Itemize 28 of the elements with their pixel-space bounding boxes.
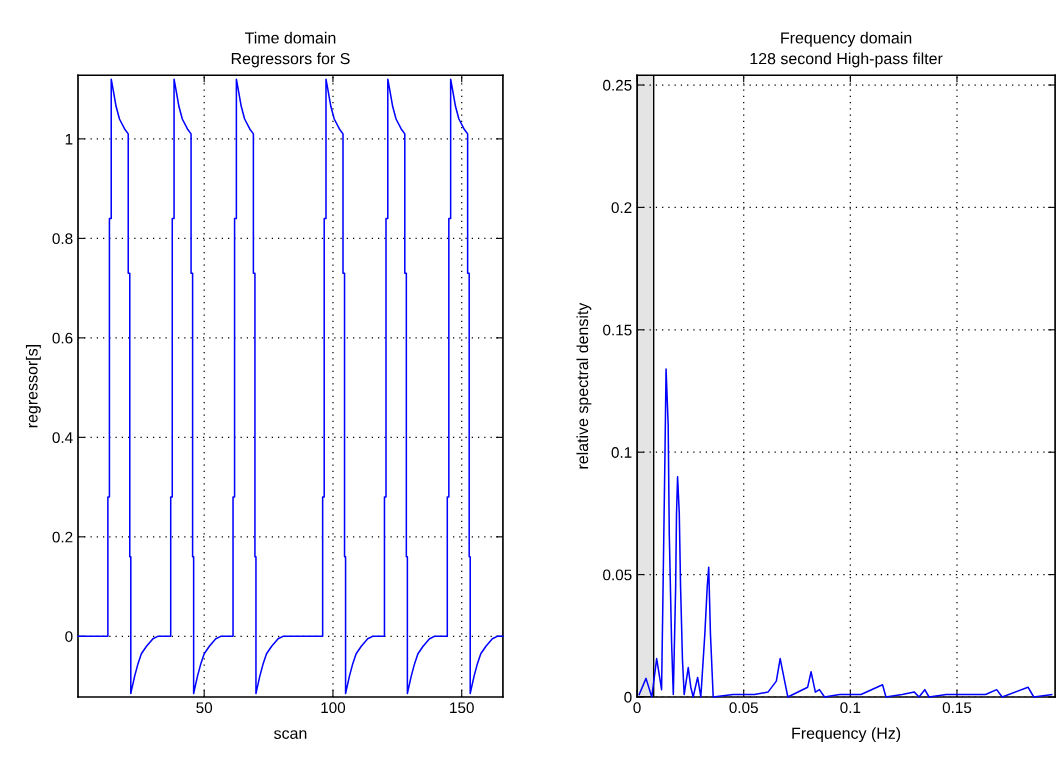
y-axis-title: relative spectral density [576, 302, 592, 469]
y-tick-label: 0.25 [603, 79, 632, 91]
y-tick-label: 0.4 [52, 432, 73, 444]
y-tick-label: 0.2 [611, 202, 632, 214]
x-axis-title: scan [274, 730, 307, 739]
y-tick-label: 0.8 [52, 233, 73, 245]
y-tick-label: 0.05 [603, 569, 632, 581]
y-tick-label: 1 [65, 133, 73, 145]
y-tick-label: 0.15 [603, 324, 632, 336]
y-tick-label: 0.6 [52, 332, 73, 344]
x-tick-label: 50 [196, 702, 213, 714]
line-series [77, 78, 504, 695]
chart-subtitle: 128 second High-pass filter [750, 52, 943, 68]
x-tick-label: 0.15 [942, 702, 972, 714]
x-tick-label: 0 [633, 702, 641, 714]
chart-title: Frequency domain [781, 31, 912, 47]
y-axis-title: regressor[s] [25, 345, 41, 428]
y-tick-label: 0 [624, 691, 632, 703]
y-tick-label: 0.2 [52, 531, 73, 543]
x-tick-label: 0.1 [840, 702, 861, 714]
chart-title: Time domain [244, 31, 336, 44]
x-tick-label: 100 [321, 702, 346, 714]
y-tick-label: 0.1 [611, 447, 632, 458]
chart-subtitle: Regressors for S [231, 52, 350, 68]
x-axis-title: Frequency (Hz) [792, 727, 901, 743]
x-tick-label: 0.05 [729, 702, 758, 714]
y-tick-label: 0 [65, 631, 73, 642]
x-tick-label: 150 [450, 702, 474, 714]
